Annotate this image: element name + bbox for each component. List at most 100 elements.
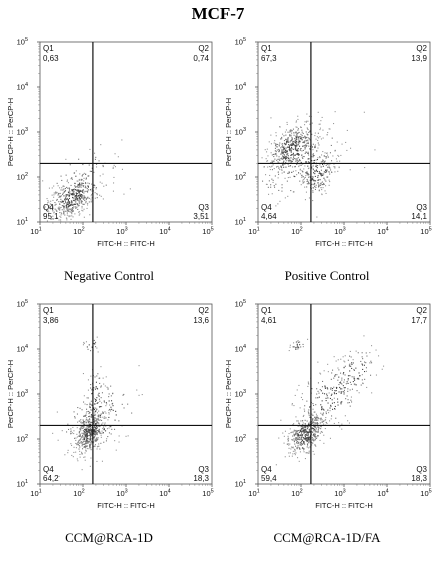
event-point: [91, 426, 93, 428]
event-point: [89, 402, 91, 404]
event-point: [295, 120, 297, 122]
event-point: [319, 432, 321, 434]
event-point: [327, 156, 329, 158]
event-point: [307, 151, 309, 153]
event-point: [358, 392, 360, 394]
event-point: [325, 171, 327, 173]
event-point: [90, 201, 92, 203]
event-point: [82, 191, 84, 193]
event-point: [78, 184, 80, 186]
event-point: [291, 148, 293, 150]
event-point: [307, 431, 309, 433]
event-point: [98, 445, 100, 447]
event-point: [276, 159, 278, 161]
event-point: [278, 437, 280, 439]
event-point: [308, 174, 310, 176]
event-point: [322, 165, 324, 167]
event-point: [292, 152, 294, 154]
event-point: [287, 137, 289, 139]
event-point: [315, 165, 317, 167]
event-point: [308, 383, 310, 385]
event-point: [82, 435, 84, 437]
event-point: [285, 157, 287, 159]
event-point: [76, 195, 78, 197]
quadrant-value-q4: 4,64: [261, 212, 277, 221]
event-point: [273, 160, 275, 162]
event-point: [42, 180, 44, 182]
event-point: [284, 456, 286, 458]
event-point: [286, 121, 288, 123]
event-point: [308, 430, 310, 432]
event-point: [303, 168, 305, 170]
event-point: [93, 184, 95, 186]
event-point: [285, 160, 287, 162]
event-point: [78, 195, 80, 197]
event-point: [288, 447, 290, 449]
event-point: [316, 437, 318, 439]
event-point: [98, 410, 100, 412]
event-point: [82, 420, 84, 422]
event-point: [79, 189, 81, 191]
event-point: [304, 176, 306, 178]
event-point: [335, 390, 337, 392]
event-point: [91, 346, 93, 348]
event-point: [73, 193, 75, 195]
event-point: [101, 430, 103, 432]
event-point: [305, 426, 307, 428]
event-point: [306, 439, 308, 441]
event-point: [97, 394, 99, 396]
event-point: [79, 433, 81, 435]
event-point: [353, 368, 355, 370]
event-point: [70, 209, 72, 211]
event-point: [89, 406, 91, 408]
event-point: [300, 161, 302, 163]
event-point: [305, 138, 307, 140]
event-point: [99, 406, 101, 408]
quadrant-label-q1: Q1: [43, 306, 54, 315]
event-point: [312, 165, 314, 167]
event-point: [280, 153, 282, 155]
event-point: [280, 165, 282, 167]
event-point: [87, 190, 89, 192]
event-point: [305, 452, 307, 454]
event-point: [307, 437, 309, 439]
event-point: [82, 198, 84, 200]
event-point: [82, 433, 84, 435]
event-point: [94, 433, 96, 435]
event-point: [293, 346, 295, 348]
event-point: [290, 165, 292, 167]
event-point: [80, 442, 82, 444]
event-point: [314, 436, 316, 438]
event-point: [81, 183, 83, 185]
event-point: [67, 187, 69, 189]
event-point: [328, 179, 330, 181]
event-point: [76, 197, 78, 199]
event-point: [82, 191, 84, 193]
event-point: [326, 422, 328, 424]
event-point: [316, 216, 318, 218]
event-point: [297, 346, 299, 348]
event-point: [113, 164, 115, 166]
event-point: [338, 155, 340, 157]
event-point: [348, 364, 350, 366]
y-tick-label: 104: [235, 344, 246, 354]
event-point: [87, 445, 89, 447]
event-point: [97, 351, 99, 353]
quadrant-value-q4: 95,1: [43, 212, 59, 221]
event-point: [87, 419, 89, 421]
event-point: [375, 349, 377, 351]
event-point: [282, 152, 284, 154]
event-point: [287, 440, 289, 442]
event-point: [77, 203, 79, 205]
event-point: [81, 426, 83, 428]
event-point: [295, 452, 297, 454]
event-point: [75, 442, 77, 444]
event-point: [318, 144, 320, 146]
event-point: [96, 336, 98, 338]
event-point: [111, 400, 113, 402]
event-point: [58, 208, 60, 210]
event-point: [291, 130, 293, 132]
event-point: [96, 397, 98, 399]
event-point: [91, 415, 93, 417]
event-point: [342, 373, 344, 375]
